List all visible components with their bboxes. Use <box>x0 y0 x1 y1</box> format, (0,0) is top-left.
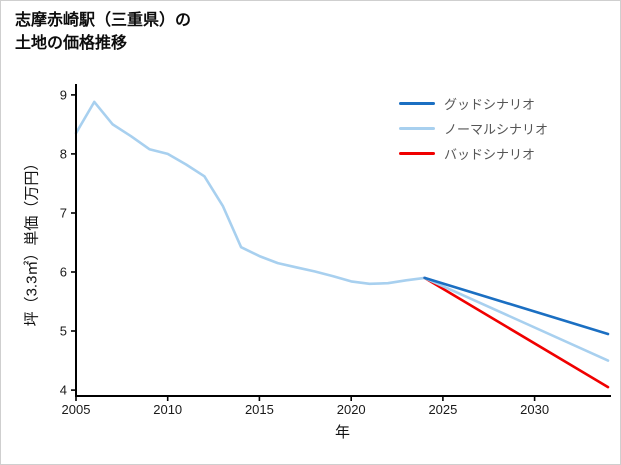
legend-line-swatch-bad <box>399 152 435 155</box>
y-tick-label: 5 <box>60 324 67 339</box>
x-axis-label: 年 <box>334 424 350 441</box>
x-tick-label: 2005 <box>62 402 91 417</box>
x-tick-label: 2025 <box>428 402 457 417</box>
legend-label-bad: バッドシナリオ <box>444 147 536 162</box>
legend-line-swatch-normal <box>399 127 435 130</box>
legend-label-good: グッドシナリオ <box>444 97 536 112</box>
legend-item-normal: ノーマルシナリオ <box>399 116 548 141</box>
x-tick-label: 2010 <box>153 402 182 417</box>
y-tick-label: 4 <box>60 383 67 398</box>
series-history <box>74 100 426 286</box>
y-tick-label: 7 <box>60 206 67 221</box>
page-title-line2: 土地の価格推移 <box>15 34 128 52</box>
x-tick-label: 2030 <box>520 402 549 417</box>
page-title-line1: 志摩赤崎駅（三重県）の <box>15 12 192 29</box>
series-normal <box>423 276 610 362</box>
x-tick-label: 2015 <box>245 402 274 417</box>
series-good <box>423 276 610 336</box>
page-title: 志摩赤崎駅（三重県）の 土地の価格推移 <box>15 10 191 55</box>
series-bad <box>423 276 610 389</box>
chart-legend: グッドシナリオ ノーマルシナリオ バッドシナリオ <box>399 91 548 166</box>
y-tick-label: 6 <box>60 265 67 280</box>
x-tick-label: 2020 <box>337 402 366 417</box>
legend-item-good: グッドシナリオ <box>399 91 548 116</box>
legend-item-bad: バッドシナリオ <box>399 141 548 166</box>
y-tick-label: 9 <box>60 87 67 102</box>
y-tick-label: 8 <box>60 146 67 161</box>
y-axis-label: 坪（3.3㎡）単価（万円） <box>23 155 41 327</box>
legend-line-swatch-good <box>399 102 435 105</box>
legend-label-normal: ノーマルシナリオ <box>444 122 549 137</box>
